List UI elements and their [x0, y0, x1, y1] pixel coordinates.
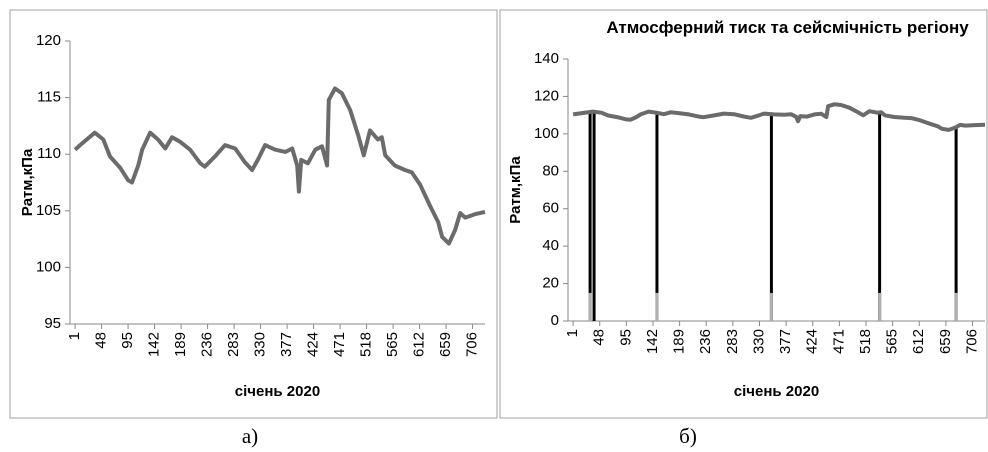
y-tick-label: 110 — [37, 145, 61, 162]
x-tick-label: 330 — [252, 332, 269, 357]
chart-panel — [499, 9, 988, 419]
x-tick-label: 48 — [93, 332, 110, 349]
x-tick-label: 377 — [278, 332, 295, 357]
y-tick-label: 120 — [36, 32, 61, 49]
caption: б) — [679, 424, 697, 448]
y-tick-label: 100 — [36, 258, 61, 275]
x-tick-label: 565 — [884, 329, 901, 354]
event-bar — [878, 292, 882, 321]
event-bar — [592, 111, 596, 322]
x-tick-label: 330 — [750, 329, 767, 354]
chart-title: Атмосферний тиск та сейсмічність регіону — [606, 18, 969, 37]
x-tick-label: 659 — [437, 332, 454, 357]
x-tick-label: 1 — [564, 329, 581, 337]
event-bar — [588, 111, 592, 322]
pressure-line — [572, 102, 986, 132]
x-tick-label: 471 — [331, 332, 348, 357]
x-tick-label: 189 — [671, 329, 688, 354]
event-bar — [954, 292, 958, 321]
event-bar — [769, 292, 773, 321]
event-bar — [954, 128, 958, 321]
event-bar — [655, 292, 659, 321]
event-bar — [769, 113, 773, 322]
x-tick-label: 48 — [591, 329, 608, 346]
y-tick-label: 120 — [534, 87, 559, 104]
x-tick-label: 95 — [617, 329, 634, 346]
x-tick-label: 706 — [964, 329, 981, 354]
y-tick-label: 95 — [44, 315, 61, 332]
x-tick-label: 424 — [305, 332, 322, 357]
y-tick-label: 20 — [542, 275, 559, 292]
x-tick-label: 471 — [830, 329, 847, 354]
x-tick-label: 377 — [777, 329, 794, 354]
x-axis-label: січень 2020 — [235, 383, 320, 400]
x-tick-label: 236 — [697, 329, 714, 354]
x-tick-label: 1 — [66, 332, 83, 340]
y-tick-label: 115 — [37, 89, 61, 106]
y-tick-label: 105 — [36, 202, 61, 219]
x-tick-label: 142 — [644, 329, 661, 354]
x-tick-label: 142 — [146, 332, 163, 357]
x-tick-label: 283 — [225, 332, 242, 357]
y-tick-label: 140 — [534, 50, 559, 67]
x-tick-label: 612 — [411, 332, 428, 357]
x-tick-label: 189 — [172, 332, 189, 357]
y-tick-label: 80 — [542, 162, 559, 179]
chart-panel — [9, 9, 498, 419]
x-tick-label: 236 — [199, 332, 216, 357]
x-tick-label: 565 — [384, 332, 401, 357]
x-tick-label: 518 — [358, 332, 375, 357]
y-tick-label: 0 — [551, 312, 559, 329]
x-tick-label: 283 — [724, 329, 741, 354]
event-bar — [588, 292, 592, 321]
x-tick-label: 518 — [857, 329, 874, 354]
y-tick-label: 60 — [542, 200, 559, 217]
x-axis-label: січень 2020 — [734, 383, 819, 400]
event-bar — [655, 113, 659, 322]
x-tick-label: 95 — [119, 332, 136, 349]
x-tick-label: 706 — [464, 332, 481, 357]
event-bar — [878, 113, 882, 322]
x-tick-label: 612 — [910, 329, 927, 354]
x-tick-label: 659 — [937, 329, 954, 354]
x-tick-label: 424 — [804, 329, 821, 354]
y-tick-label: 100 — [534, 125, 559, 142]
pressure-line — [73, 86, 486, 246]
y-axis-label: Pатм,кПа — [19, 148, 36, 216]
y-tick-label: 40 — [542, 237, 559, 254]
caption: а) — [242, 424, 258, 448]
y-axis-label: Ратм,кПа — [507, 156, 524, 224]
